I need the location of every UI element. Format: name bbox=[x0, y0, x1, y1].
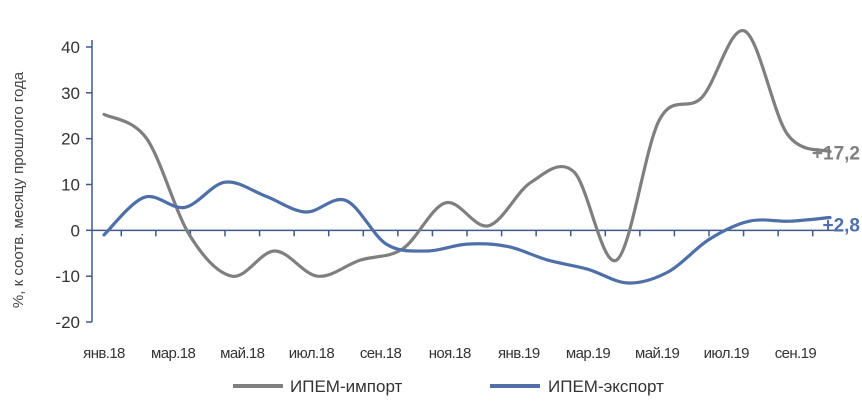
y-tick-label: 40 bbox=[61, 38, 80, 57]
x-tick-label: ноя.18 bbox=[429, 345, 471, 362]
y-tick-label: 30 bbox=[61, 84, 80, 103]
x-tick-label: янв.19 bbox=[498, 345, 540, 362]
end-value-label-export: +2,8 bbox=[822, 216, 860, 237]
y-tick-label: 10 bbox=[61, 176, 80, 195]
series-layer bbox=[102, 29, 832, 285]
series-line-export bbox=[102, 180, 832, 285]
y-axis-title: %, к соотв. месяцу прошлого года bbox=[10, 71, 27, 308]
x-tick-label: мар.19 bbox=[566, 345, 611, 362]
y-tick-label: 0 bbox=[71, 221, 80, 240]
y-tick-label: 20 bbox=[61, 130, 80, 149]
legend-label-import: ИПЕМ-импорт bbox=[290, 377, 403, 396]
x-axis: янв.18 мар.18 май.18 июл.18 сен.18 ноя.18 янв.… bbox=[83, 229, 840, 362]
legend: ИПЕМ-импорт ИПЕМ-экспорт bbox=[233, 377, 664, 396]
y-tick-label: -10 bbox=[55, 267, 80, 286]
x-tick-label: июл.18 bbox=[289, 345, 335, 362]
end-value-label-import: +17,2 bbox=[812, 144, 860, 165]
x-tick-label: сен.18 bbox=[360, 345, 402, 362]
x-tick-label: сен.19 bbox=[775, 345, 817, 362]
x-tick-label: май.18 bbox=[220, 345, 265, 362]
series-line-import bbox=[102, 29, 832, 278]
x-tick-label: июл.19 bbox=[704, 345, 750, 362]
x-tick-label: май.19 bbox=[635, 345, 680, 362]
y-axis: -20 -10 0 10 20 30 40 bbox=[55, 38, 93, 332]
legend-label-export: ИПЕМ-экспорт bbox=[548, 377, 664, 396]
x-tick-label: янв.18 bbox=[83, 345, 125, 362]
x-tick-label: мар.18 bbox=[151, 345, 196, 362]
end-labels: +17,2 +2,8 bbox=[812, 144, 860, 237]
y-tick-label: -20 bbox=[55, 313, 80, 332]
